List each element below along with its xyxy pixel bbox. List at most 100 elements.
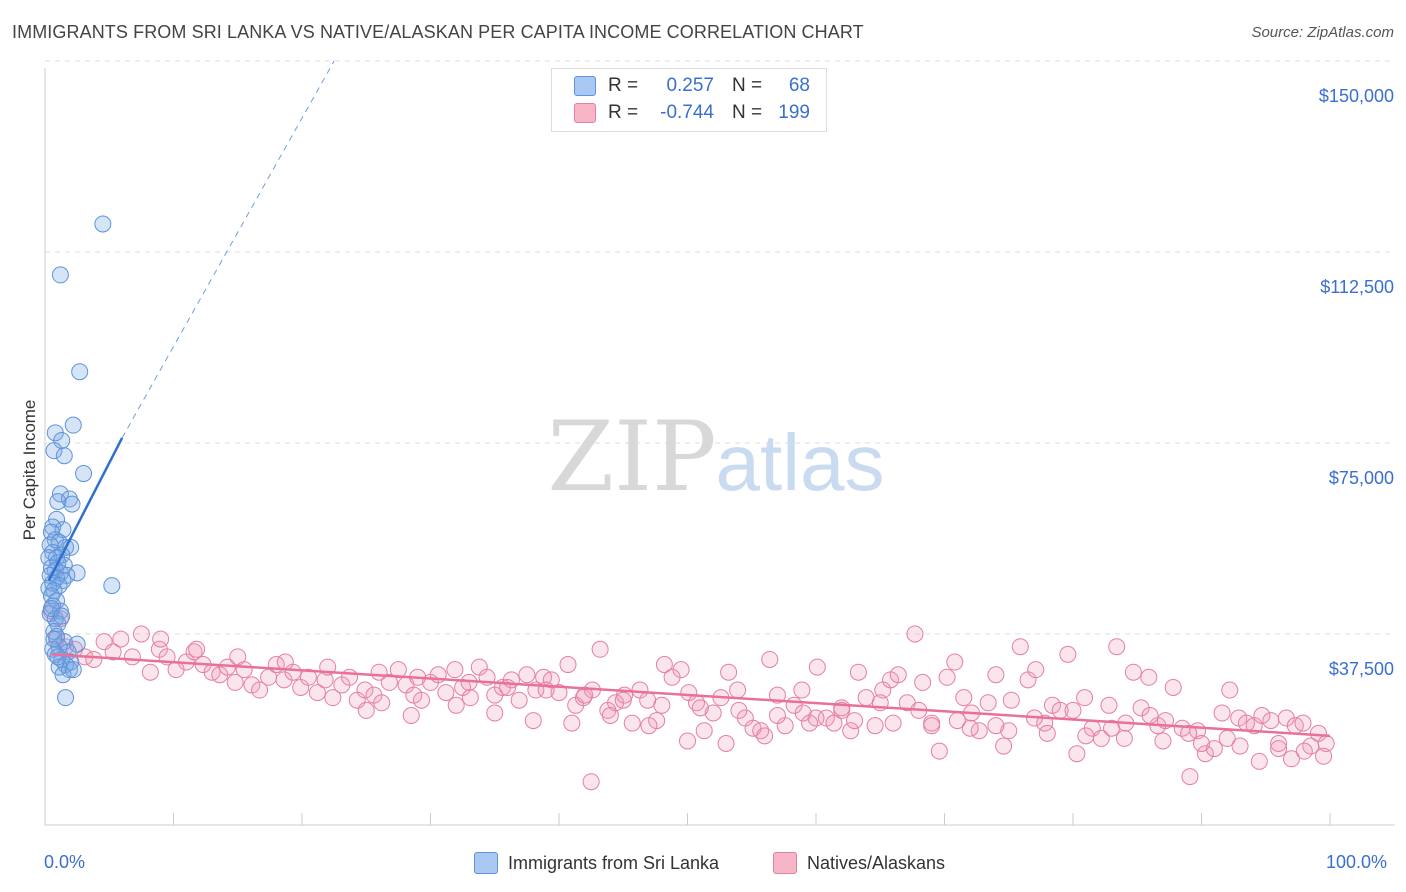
data-point-natives: [373, 694, 391, 712]
data-point-natives: [1250, 752, 1268, 770]
y-tick-label: $150,000: [1318, 86, 1394, 106]
data-point-natives: [1262, 712, 1280, 730]
data-point-sri-lanka: [54, 666, 72, 684]
data-point-natives: [226, 673, 244, 691]
data-point-natives: [1181, 768, 1199, 786]
data-point-natives: [1315, 747, 1333, 765]
legend-swatch-pink: [574, 103, 596, 123]
data-point-natives: [324, 689, 342, 707]
data-point-natives: [691, 699, 709, 717]
data-point-natives: [987, 717, 1005, 735]
data-point-natives: [341, 668, 359, 686]
data-point-natives: [402, 706, 420, 724]
grid-lines: [45, 60, 1395, 635]
legend-label: Immigrants from Sri Lanka: [508, 852, 720, 873]
data-point-natives: [672, 661, 690, 679]
data-point-natives: [906, 625, 924, 643]
data-point-sri-lanka: [68, 564, 86, 582]
data-point-natives: [559, 656, 577, 674]
data-point-natives: [1141, 706, 1159, 724]
data-point-natives: [104, 643, 122, 661]
watermark: ZIP atlas: [547, 401, 884, 513]
data-point-natives: [357, 701, 375, 719]
data-point-natives: [1140, 668, 1158, 686]
data-point-natives: [720, 663, 738, 681]
legend-label: Natives/Alaskans: [807, 852, 946, 873]
data-point-natives: [1108, 638, 1126, 656]
data-point-sri-lanka: [64, 416, 82, 434]
sri-lanka-points: [40, 215, 121, 707]
data-point-natives: [85, 650, 103, 668]
data-point-natives: [1196, 745, 1214, 763]
data-point-natives: [1068, 745, 1086, 763]
data-point-natives: [729, 681, 747, 699]
data-point-natives: [518, 666, 536, 684]
data-point-natives: [846, 712, 864, 730]
data-point-sri-lanka: [53, 607, 71, 625]
data-point-natives: [1282, 750, 1300, 768]
data-point-natives: [1124, 663, 1142, 681]
data-point-natives: [1180, 724, 1198, 742]
data-point-sri-lanka: [57, 689, 75, 707]
data-point-natives: [842, 722, 860, 740]
data-point-natives: [563, 714, 581, 732]
data-point-sri-lanka: [45, 630, 63, 648]
data-point-natives: [591, 640, 609, 658]
r-label: R =: [608, 102, 639, 123]
n-label: N =: [732, 75, 763, 96]
data-point-natives: [808, 658, 826, 676]
data-point-natives: [1076, 689, 1094, 707]
trend-line-sri-lanka: [47, 437, 124, 582]
data-point-natives: [961, 719, 979, 737]
data-point-natives: [1059, 645, 1077, 663]
y-tick-label: $75,000: [1328, 468, 1394, 488]
data-point-natives: [1077, 727, 1095, 745]
data-point-natives: [141, 663, 159, 681]
data-point-natives: [923, 717, 941, 735]
data-point-natives: [793, 681, 811, 699]
data-point-natives: [601, 706, 619, 724]
legend-row-sri-lanka: R = 0.257 N = 68: [574, 73, 810, 99]
data-point-sri-lanka: [63, 495, 81, 513]
data-point-natives: [447, 696, 465, 714]
data-point-sri-lanka: [45, 582, 63, 600]
data-point-natives: [276, 653, 294, 671]
data-point-natives: [825, 714, 843, 732]
data-point-sri-lanka: [75, 465, 93, 483]
legend-swatch-pink: [773, 852, 797, 874]
data-point-natives: [1205, 740, 1223, 758]
data-point-natives: [987, 666, 1005, 684]
data-point-natives: [1027, 661, 1045, 679]
data-point-natives: [1002, 691, 1020, 709]
data-point-natives: [1064, 701, 1082, 719]
data-point-natives: [807, 709, 825, 727]
legend-row-natives: R = -0.744 N = 199: [574, 100, 810, 126]
natives-alaskans-points: [42, 602, 1335, 791]
data-point-natives: [717, 735, 735, 753]
data-point-natives: [1270, 735, 1288, 753]
data-point-natives: [299, 668, 317, 686]
data-point-natives: [446, 661, 464, 679]
n-value: 68: [788, 75, 810, 96]
source-label: Source: ZipAtlas.com: [1251, 24, 1394, 41]
data-point-natives: [995, 737, 1013, 755]
legend-item-sri-lanka: Immigrants from Sri Lanka: [474, 852, 719, 874]
data-point-natives: [857, 689, 875, 707]
r-value: -0.744: [660, 102, 714, 123]
y-axis-label: Per Capita Income: [20, 399, 39, 541]
data-point-natives: [623, 714, 641, 732]
data-point-natives: [1100, 696, 1118, 714]
data-point-sri-lanka: [94, 215, 112, 233]
axes: [44, 68, 1395, 826]
data-point-natives: [639, 691, 657, 709]
data-point-natives: [946, 653, 964, 671]
data-point-natives: [1218, 729, 1236, 747]
data-point-natives: [938, 668, 956, 686]
data-point-natives: [884, 714, 902, 732]
x-tick-label-right: 100.0%: [1326, 852, 1388, 872]
data-point-natives: [653, 696, 671, 714]
trend-line-natives: [51, 653, 1331, 738]
data-point-natives: [1294, 714, 1312, 732]
data-point-natives: [914, 673, 932, 691]
data-point-natives: [524, 712, 542, 730]
